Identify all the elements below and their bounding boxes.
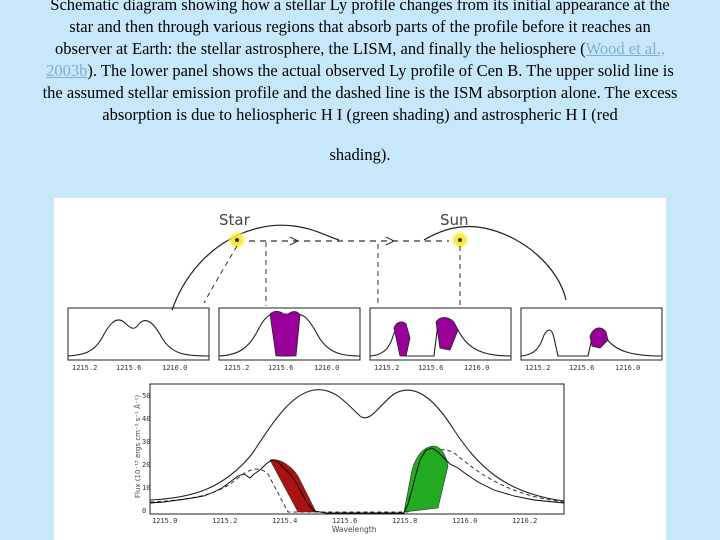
- figure-caption: Schematic diagram showing how a stellar …: [40, 0, 680, 166]
- sun-dot: [458, 238, 462, 242]
- astrosphere-boundary: [171, 224, 340, 311]
- absorption-fill: [269, 310, 301, 357]
- svg-text:1216.0: 1216.0: [162, 364, 187, 372]
- svg-text:1215.2: 1215.2: [224, 364, 249, 372]
- svg-text:1215.2: 1215.2: [525, 364, 550, 372]
- svg-text:1215.6: 1215.6: [332, 517, 357, 525]
- panel-heliosphere: 1215.2 1215.6 1216.0: [520, 307, 663, 372]
- sun-label: Sun: [440, 211, 469, 229]
- svg-text:1215.0: 1215.0: [152, 517, 177, 525]
- ism-profile: [149, 449, 565, 513]
- caption-text-continued: ). The lower panel shows the actual obse…: [42, 61, 678, 124]
- svg-text:1216.2: 1216.2: [512, 517, 537, 525]
- svg-text:1216.0: 1216.0: [464, 364, 489, 372]
- star-label: Star: [219, 211, 251, 229]
- heliospheric-fill: [403, 445, 449, 513]
- star-dot: [235, 238, 239, 242]
- svg-text:30: 30: [142, 438, 150, 446]
- svg-text:1215.8: 1215.8: [392, 517, 417, 525]
- absorption-fill: [393, 321, 411, 357]
- panel-lism: 1215.2 1215.6 1216.0: [369, 307, 512, 372]
- observed-profile: [149, 447, 565, 514]
- heliosphere-boundary: [423, 225, 567, 301]
- absorption-fill: [589, 327, 609, 349]
- caption-last-line: shading).: [329, 145, 391, 164]
- y-axis-label: Flux (10⁻¹³ ergs cm⁻² s⁻¹ Å⁻¹): [133, 395, 142, 498]
- figure-svg: Star Sun 1215.2 1215.6 1216.0: [67, 211, 663, 534]
- schematic-figure: Star Sun 1215.2 1215.6 1216.0: [54, 198, 666, 540]
- svg-text:1215.2: 1215.2: [374, 364, 399, 372]
- svg-text:1215.2: 1215.2: [72, 364, 97, 372]
- panel-astrosphere: 1215.2 1215.6 1216.0: [218, 307, 361, 372]
- emission-profile: [149, 389, 565, 502]
- astrospheric-fill: [269, 459, 317, 513]
- svg-text:1215.2: 1215.2: [212, 517, 237, 525]
- arrow-icon: [385, 236, 396, 246]
- svg-text:50: 50: [142, 392, 150, 400]
- svg-text:1215.4: 1215.4: [272, 517, 297, 525]
- svg-text:0: 0: [142, 507, 146, 515]
- svg-text:1215.6: 1215.6: [569, 364, 594, 372]
- svg-text:1216.0: 1216.0: [314, 364, 339, 372]
- connector: [203, 245, 238, 304]
- svg-text:1215.6: 1215.6: [116, 364, 141, 372]
- svg-text:1216.0: 1216.0: [615, 364, 640, 372]
- svg-text:1215.6: 1215.6: [418, 364, 443, 372]
- panel-observed-profile: Flux (10⁻¹³ ergs cm⁻² s⁻¹ Å⁻¹) 50 40 30 …: [133, 383, 565, 534]
- svg-text:10: 10: [142, 484, 150, 492]
- absorption-fill: [435, 317, 459, 351]
- panel-emission: 1215.2 1215.6 1216.0: [67, 307, 210, 372]
- svg-text:40: 40: [142, 415, 150, 423]
- svg-text:20: 20: [142, 461, 150, 469]
- x-axis-label: Wavelength: [332, 525, 377, 534]
- caption-text: Schematic diagram showing how a stellar …: [50, 0, 670, 58]
- svg-text:1215.6: 1215.6: [268, 364, 293, 372]
- arrow-icon: [289, 236, 300, 246]
- svg-text:1216.0: 1216.0: [452, 517, 477, 525]
- citation-link[interactable]: Wood et al., 2003b: [46, 39, 665, 80]
